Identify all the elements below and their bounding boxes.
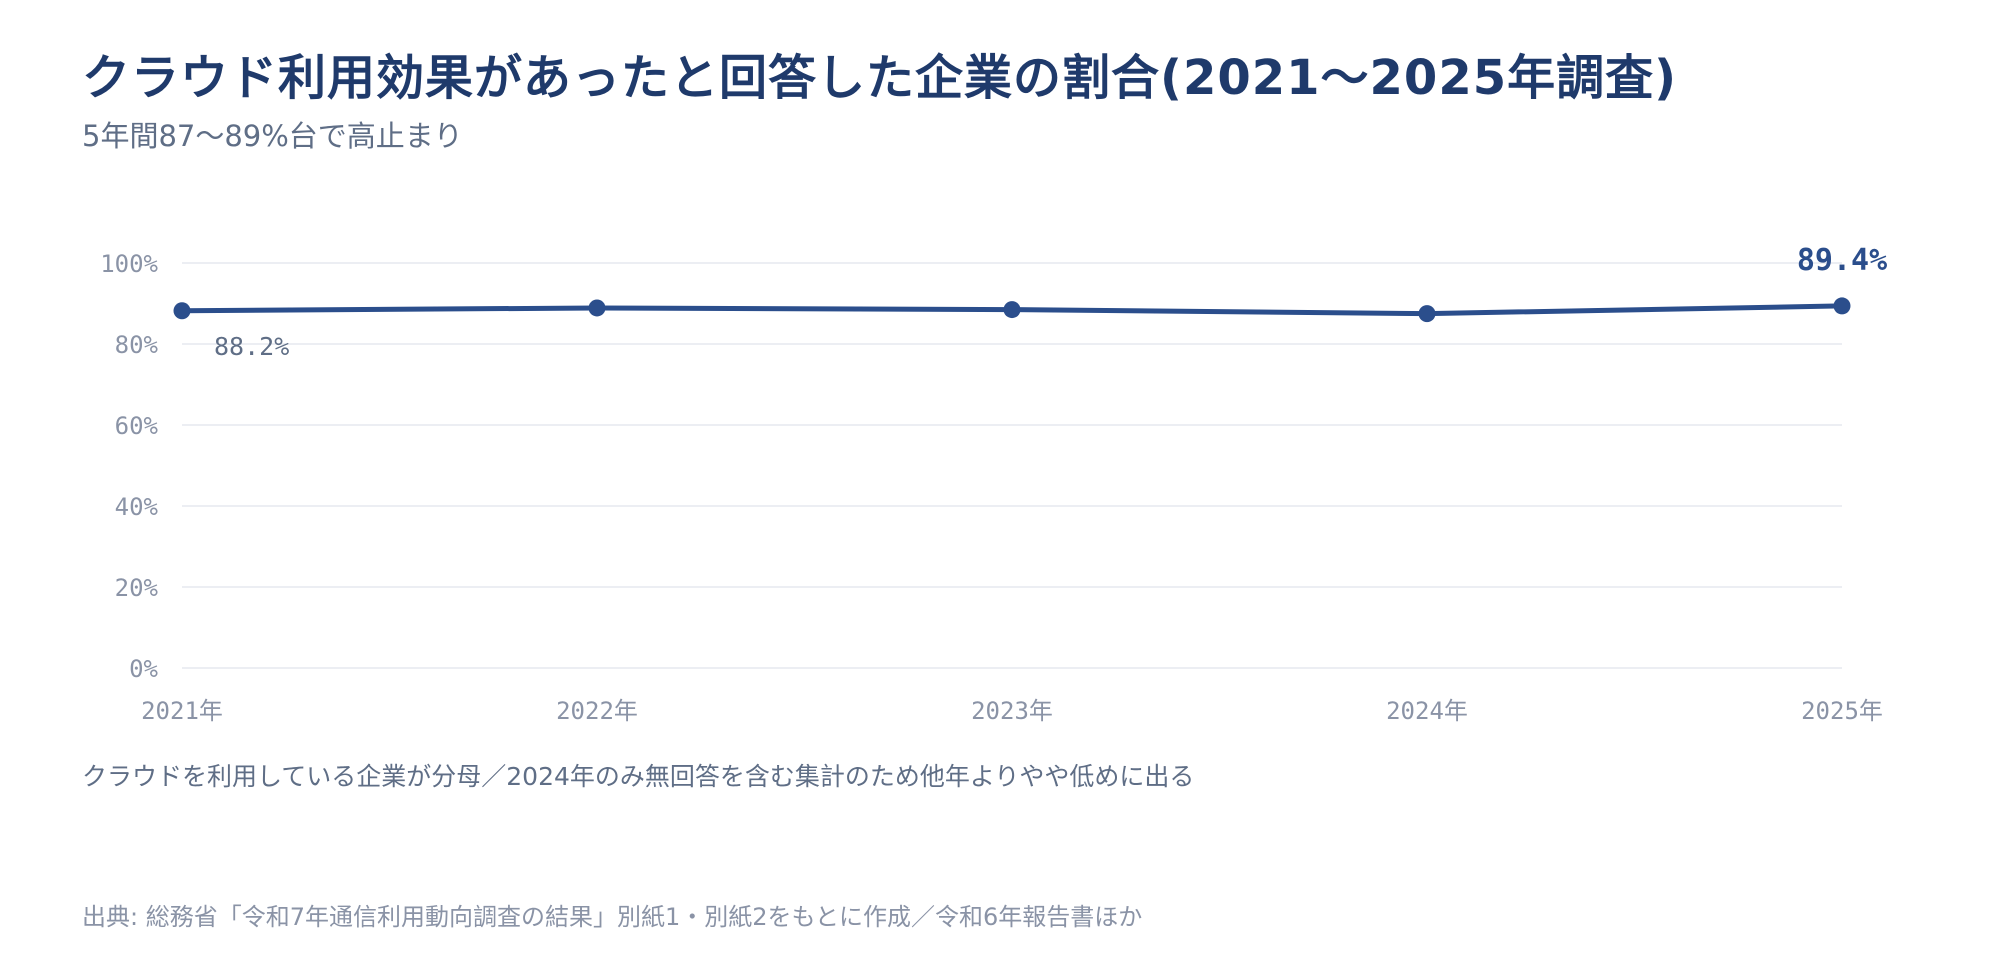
data-labels: 88.2% 89.4%	[214, 243, 1887, 361]
chart-source: 出典: 総務省「令和7年通信利用動向調査の結果」別紙1・別紙2をもとに作成／令和…	[82, 903, 1143, 931]
y-tick-label: 20%	[115, 574, 159, 602]
data-point	[588, 299, 606, 317]
y-tick-label: 40%	[115, 493, 159, 521]
y-tick-label: 0%	[129, 655, 158, 683]
series-layer	[173, 297, 1851, 323]
data-label: 89.4%	[1797, 243, 1887, 278]
x-tick-label: 2023年	[971, 697, 1053, 725]
x-tick-label: 2022年	[556, 697, 638, 725]
data-point	[1003, 301, 1021, 319]
chart-subtitle: 5年間87～89%台で高止まり	[82, 119, 463, 153]
x-axis-ticks: 2021年 2022年 2023年 2024年 2025年	[141, 697, 1883, 725]
gridlines	[182, 262, 1842, 669]
x-tick-label: 2021年	[141, 697, 223, 725]
data-point	[173, 302, 191, 320]
data-point	[1418, 305, 1436, 323]
chart-title: クラウド利用効果があったと回答した企業の割合(2021～2025年調査)	[82, 50, 1678, 106]
x-tick-label: 2024年	[1386, 697, 1468, 725]
y-tick-label: 80%	[115, 331, 159, 359]
data-label: 88.2%	[214, 332, 289, 361]
y-tick-label: 60%	[115, 412, 159, 440]
y-tick-label: 100%	[100, 250, 158, 278]
x-tick-label: 2025年	[1801, 697, 1883, 725]
data-point	[1833, 297, 1851, 315]
chart-note: クラウドを利用している企業が分母／2024年のみ無回答を含む集計のため他年よりや…	[82, 762, 1195, 791]
y-axis-ticks: 0% 20% 40% 60% 80% 100%	[100, 250, 158, 683]
